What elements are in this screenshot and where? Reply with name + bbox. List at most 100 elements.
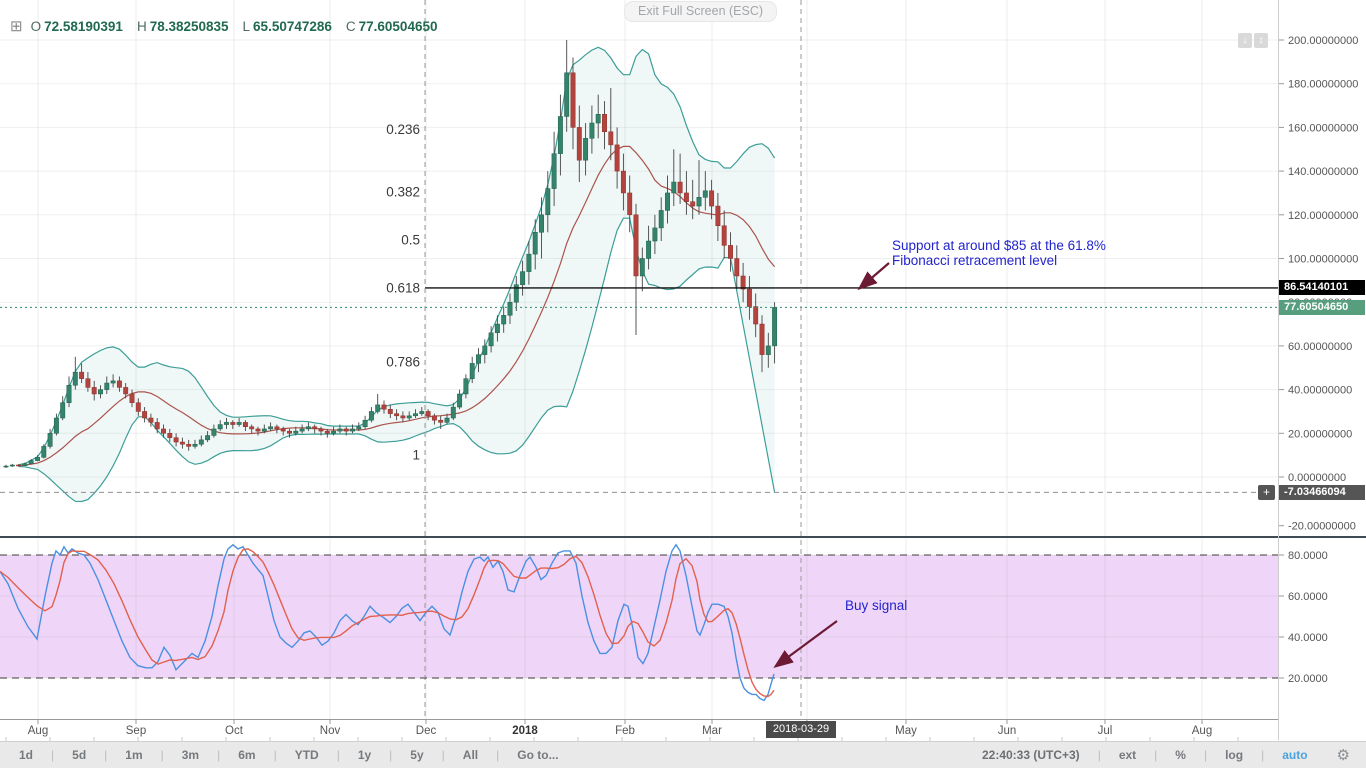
candle <box>198 439 204 445</box>
candle <box>602 114 607 133</box>
candle <box>387 409 393 414</box>
svg-text:200.00000000: 200.00000000 <box>1288 35 1358 47</box>
annot-layer: 0.236 0.382 0.5 0.618 0.786 1 <box>386 122 890 668</box>
time-axis-label: Dec <box>416 725 437 737</box>
candle <box>249 426 255 430</box>
candle <box>350 428 355 432</box>
candle <box>646 240 652 259</box>
candle <box>47 433 53 447</box>
candle <box>356 426 362 430</box>
candle <box>135 402 141 412</box>
price-chart[interactable]: 200.00000000180.00000000160.00000000140.… <box>0 0 1366 745</box>
candle <box>343 428 349 432</box>
candle <box>677 181 683 194</box>
candle <box>507 301 513 316</box>
candle <box>652 227 658 242</box>
candle <box>545 188 551 216</box>
candle <box>753 306 759 325</box>
buy-signal-annotation[interactable]: Buy signal <box>845 598 908 613</box>
mode-ext[interactable]: ext <box>1089 746 1136 764</box>
candle <box>526 253 532 272</box>
candle <box>734 258 740 277</box>
candle <box>476 354 481 364</box>
fib-level-label: 0.5 <box>401 232 420 247</box>
support-price-tag: 86.54140101 <box>1279 280 1365 296</box>
expand-icon[interactable]: ⊞ <box>10 18 23 35</box>
svg-text:40.00000000: 40.00000000 <box>1288 385 1352 397</box>
candles-layer[interactable] <box>3 40 778 468</box>
candle <box>312 426 318 430</box>
candle <box>318 428 324 432</box>
candle <box>702 190 708 198</box>
close-value: 77.60504650 <box>358 18 438 34</box>
time-axis-label: Nov <box>320 725 341 737</box>
candle <box>583 138 589 161</box>
candle <box>406 415 412 419</box>
svg-text:20.0000: 20.0000 <box>1288 673 1328 685</box>
candle <box>494 323 500 334</box>
time-axis-label: Jun <box>998 725 1017 737</box>
range-go-to[interactable]: Go to... <box>487 746 558 764</box>
scale-updown-icon[interactable]: ↕ <box>1254 33 1268 48</box>
stoch-d-line <box>0 548 775 698</box>
fib-level-label: 0.382 <box>386 184 420 199</box>
candle <box>280 428 286 432</box>
support-annotation[interactable]: Support at around $85 at the 61.8% Fibon… <box>892 238 1106 268</box>
range-3m[interactable]: 3m <box>152 746 199 764</box>
band-layer <box>0 555 1278 678</box>
candle <box>665 192 670 211</box>
lower-band-price-tag: -7.03466094 <box>1279 484 1365 500</box>
svg-text:180.00000000: 180.00000000 <box>1288 79 1358 91</box>
svg-text:-20.00000000: -20.00000000 <box>1288 521 1356 533</box>
candle <box>293 430 299 434</box>
candle <box>362 419 368 427</box>
candle <box>85 378 91 388</box>
range-6m[interactable]: 6m <box>208 746 255 764</box>
candle <box>576 127 582 161</box>
candle <box>513 284 519 303</box>
range-all[interactable]: All <box>433 746 478 764</box>
svg-text:20.00000000: 20.00000000 <box>1288 428 1352 440</box>
settings-gear-icon[interactable]: ⚙ <box>1331 745 1356 765</box>
svg-text:160.00000000: 160.00000000 <box>1288 122 1358 134</box>
candle <box>123 387 129 395</box>
candle <box>620 170 626 194</box>
mode-auto[interactable]: auto <box>1252 746 1307 764</box>
low-value: 65.50747286 <box>253 18 332 34</box>
candle <box>72 371 78 386</box>
candle <box>255 428 261 432</box>
candle <box>192 443 198 447</box>
candle <box>450 406 456 419</box>
range-1m[interactable]: 1m <box>95 746 142 764</box>
candle <box>161 428 166 434</box>
candle <box>501 315 507 325</box>
candle <box>721 225 727 246</box>
candle <box>66 384 72 403</box>
range-1d[interactable]: 1d <box>10 746 33 764</box>
range-5y[interactable]: 5y <box>380 746 423 764</box>
support-annotation-line2: Fibonacci retracement level <box>892 253 1058 268</box>
candle <box>709 190 715 207</box>
candle <box>413 413 418 417</box>
candle <box>173 437 179 443</box>
candle <box>381 404 387 410</box>
scale-down-icon[interactable]: ↓ <box>1238 33 1252 48</box>
fib-level-label: 0.786 <box>386 355 420 370</box>
add-series-button[interactable]: + <box>1258 484 1275 500</box>
svg-text:0.00000000: 0.00000000 <box>1288 472 1346 484</box>
candle <box>570 72 576 128</box>
candle <box>268 426 274 430</box>
candle <box>627 192 633 216</box>
range-5d[interactable]: 5d <box>42 746 86 764</box>
range-ytd[interactable]: YTD <box>265 746 319 764</box>
svg-text:120.00000000: 120.00000000 <box>1288 210 1358 222</box>
range-1y[interactable]: 1y <box>328 746 371 764</box>
mode-log[interactable]: log <box>1195 746 1243 764</box>
candle <box>394 413 400 417</box>
svg-text:60.00000000: 60.00000000 <box>1288 341 1352 353</box>
candle <box>331 430 337 434</box>
candle <box>520 271 526 285</box>
candle <box>324 430 330 434</box>
candle <box>715 205 721 226</box>
mode-percent[interactable]: % <box>1145 746 1186 764</box>
